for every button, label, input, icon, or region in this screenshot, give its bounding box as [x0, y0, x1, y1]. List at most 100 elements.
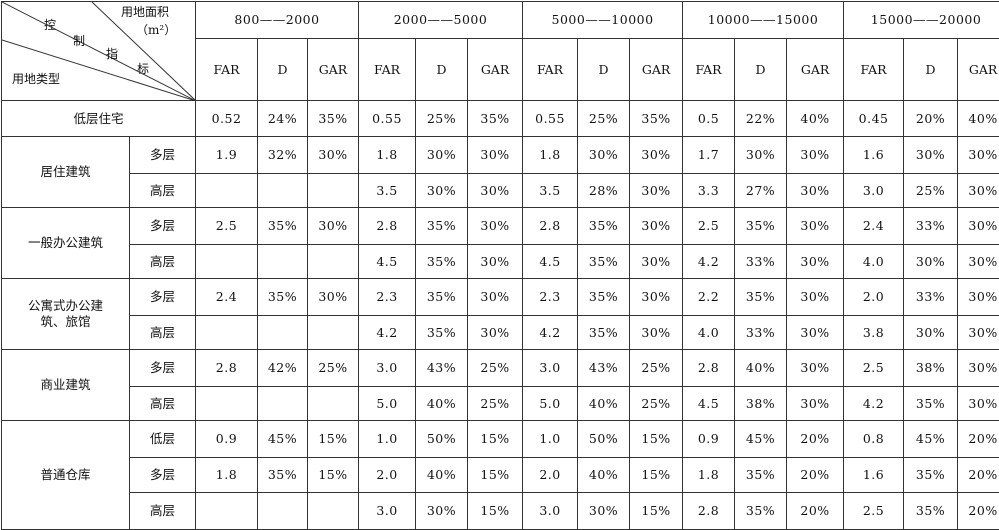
value-cell: 25%	[630, 350, 683, 387]
value-cell: 0.45	[844, 101, 904, 137]
value-cell: 2.2	[683, 279, 735, 316]
index-char-4: 标	[137, 62, 149, 77]
value-cell: 25%	[468, 350, 523, 387]
value-cell: 1.0	[523, 421, 578, 458]
value-cell: 30%	[958, 137, 999, 174]
value-cell	[308, 316, 359, 350]
value-cell: 40%	[958, 101, 999, 137]
value-cell: 35%	[258, 208, 308, 245]
value-cell: 2.8	[196, 350, 258, 387]
value-cell: 30%	[958, 387, 999, 421]
value-cell: 30%	[787, 245, 844, 279]
value-cell: 0.9	[683, 421, 735, 458]
value-cell: 35%	[630, 101, 683, 137]
value-cell	[258, 493, 308, 530]
value-cell: 4.2	[523, 316, 578, 350]
value-cell: 40%	[416, 458, 468, 493]
value-cell: 1.8	[523, 137, 578, 174]
value-cell: 30%	[578, 493, 630, 530]
value-cell: 30%	[787, 208, 844, 245]
value-cell: 0.55	[523, 101, 578, 137]
value-cell: 20%	[787, 493, 844, 530]
value-cell	[196, 245, 258, 279]
header-corner-cell: 用地面积 （m²） 控 制 指 标 用地类型	[2, 2, 196, 101]
value-cell: 1.6	[844, 458, 904, 493]
floor-type-cell: 多层	[130, 137, 196, 174]
metric-header: D	[258, 39, 308, 101]
value-cell	[308, 245, 359, 279]
value-cell: 15%	[468, 421, 523, 458]
value-cell: 30%	[787, 387, 844, 421]
value-cell: 35%	[308, 101, 359, 137]
value-cell: 2.8	[359, 208, 416, 245]
area-unit: （m²）	[136, 23, 176, 38]
value-cell: 35%	[904, 458, 958, 493]
land-type-cell: 公寓式办公建筑、旅馆	[2, 279, 130, 350]
value-cell: 2.3	[359, 279, 416, 316]
floor-type-cell: 多层	[130, 279, 196, 316]
value-cell: 33%	[904, 208, 958, 245]
value-cell: 30%	[416, 174, 468, 208]
value-cell: 30%	[904, 137, 958, 174]
value-cell: 30%	[630, 137, 683, 174]
value-cell: 35%	[416, 245, 468, 279]
value-cell: 30%	[787, 279, 844, 316]
value-cell: 35%	[735, 493, 787, 530]
floor-type-cell: 多层	[130, 458, 196, 493]
metric-header: D	[735, 39, 787, 101]
value-cell: 30%	[308, 137, 359, 174]
value-cell: 43%	[416, 350, 468, 387]
value-cell: 15%	[630, 458, 683, 493]
floor-type-cell: 多层	[130, 350, 196, 387]
value-cell: 15%	[630, 421, 683, 458]
value-cell: 5.0	[523, 387, 578, 421]
value-cell: 30%	[468, 174, 523, 208]
value-cell: 35%	[735, 458, 787, 493]
index-char-2: 制	[73, 34, 85, 49]
value-cell: 15%	[308, 458, 359, 493]
value-cell: 20%	[958, 493, 999, 530]
value-cell: 30%	[787, 174, 844, 208]
value-cell: 3.0	[844, 174, 904, 208]
value-cell: 1.9	[196, 137, 258, 174]
value-cell: 3.0	[523, 493, 578, 530]
value-cell: 0.55	[359, 101, 416, 137]
value-cell: 40%	[735, 350, 787, 387]
value-cell: 3.0	[523, 350, 578, 387]
value-cell: 2.4	[196, 279, 258, 316]
metric-header: D	[904, 39, 958, 101]
value-cell: 20%	[787, 458, 844, 493]
value-cell: 2.4	[844, 208, 904, 245]
land-type-label: 用地类型	[12, 72, 60, 87]
value-cell: 38%	[735, 387, 787, 421]
value-cell: 22%	[735, 101, 787, 137]
value-cell: 15%	[630, 493, 683, 530]
value-cell: 4.0	[683, 316, 735, 350]
value-cell: 33%	[735, 245, 787, 279]
value-cell	[196, 174, 258, 208]
value-cell: 30%	[468, 137, 523, 174]
value-cell: 32%	[258, 137, 308, 174]
value-cell	[258, 387, 308, 421]
floor-type-cell: 高层	[130, 493, 196, 530]
value-cell: 35%	[416, 316, 468, 350]
floor-type-cell: 高层	[130, 174, 196, 208]
value-cell: 15%	[308, 421, 359, 458]
value-cell: 0.5	[683, 101, 735, 137]
value-cell: 38%	[904, 350, 958, 387]
value-cell: 0.9	[196, 421, 258, 458]
land-type-cell: 商业建筑	[2, 350, 130, 421]
value-cell: 30%	[958, 350, 999, 387]
value-cell: 4.0	[844, 245, 904, 279]
floor-type-cell: 高层	[130, 245, 196, 279]
land-type-cell: 居住建筑	[2, 137, 130, 208]
value-cell: 2.8	[683, 493, 735, 530]
value-cell: 2.5	[844, 350, 904, 387]
value-cell: 25%	[904, 174, 958, 208]
value-cell	[196, 316, 258, 350]
